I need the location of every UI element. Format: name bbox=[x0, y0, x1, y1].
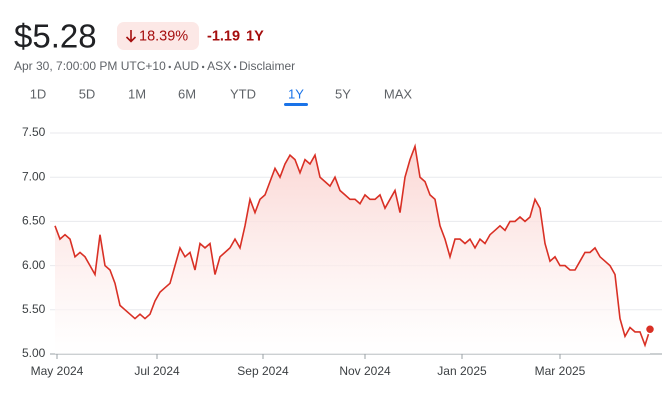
x-tick-label: Jan 2025 bbox=[437, 364, 487, 378]
info: Apr 30, 7:00:00 PM UTC+10 AUD ASX Disclaime… bbox=[14, 59, 295, 73]
price-line bbox=[54, 143, 651, 348]
tab[interactable]: 6M bbox=[178, 86, 196, 101]
separator bbox=[168, 65, 171, 69]
tab[interactable]: MAX bbox=[384, 86, 413, 101]
down-arrow bbox=[125, 30, 137, 43]
y-tick-label: 5.00 bbox=[22, 346, 46, 360]
x-tick-label: May 2024 bbox=[31, 364, 84, 378]
info-item: AUD bbox=[174, 59, 200, 73]
separator bbox=[201, 65, 205, 69]
change: -1.19 bbox=[207, 28, 240, 44]
y-tick-label: 6.00 bbox=[22, 258, 46, 272]
y-tick-label: 7.50 bbox=[22, 125, 46, 139]
y-tick-label: 6.50 bbox=[22, 214, 46, 228]
tab[interactable]: 1M bbox=[128, 86, 146, 101]
x-tick-label: Jul 2024 bbox=[134, 364, 180, 378]
y-tick-label: 5.50 bbox=[22, 302, 46, 316]
tab[interactable]: 1D bbox=[30, 86, 47, 101]
price: $5.28 bbox=[14, 18, 97, 55]
info-item: ASX bbox=[207, 59, 231, 73]
change-percent: 18.39% bbox=[139, 28, 188, 44]
x-tick-label: Mar 2025 bbox=[535, 364, 586, 378]
last-point bbox=[644, 324, 656, 335]
change-badge bbox=[117, 22, 199, 50]
separator bbox=[233, 65, 237, 69]
x-tick-label: Nov 2024 bbox=[339, 364, 391, 378]
tabs: 1D 5D 1M 6M YTD 1Y 5Y MAX bbox=[30, 86, 413, 106]
area bbox=[55, 146, 650, 354]
tab[interactable]: YTD bbox=[230, 86, 256, 101]
info-item: Apr 30, 7:00:00 PM UTC+10 bbox=[14, 59, 166, 73]
tab[interactable]: 1Y bbox=[288, 86, 304, 101]
tab-underline bbox=[284, 103, 308, 106]
chart: 5.00 5.50 6.00 6.50 7.00 7.50 May 2024 Jul 2024… bbox=[22, 125, 662, 378]
tab[interactable]: 5D bbox=[79, 86, 96, 101]
tab[interactable]: 5Y bbox=[335, 86, 351, 101]
disclaimer-link[interactable]: Disclaimer bbox=[239, 59, 295, 73]
y-tick-label: 7.00 bbox=[22, 169, 46, 183]
period: 1Y bbox=[246, 28, 264, 44]
x-tick-label: Sep 2024 bbox=[237, 364, 289, 378]
